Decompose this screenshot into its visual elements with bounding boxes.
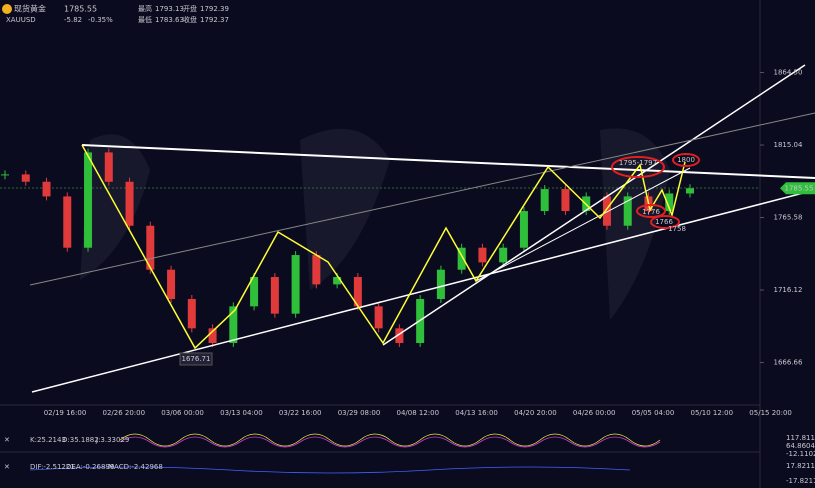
- candle: [374, 306, 383, 329]
- candle: [436, 269, 445, 300]
- annotation: 1800: [677, 156, 695, 164]
- candle: [333, 277, 342, 285]
- candle: [561, 189, 570, 212]
- candle: [208, 328, 217, 343]
- close: 1792.37: [200, 16, 229, 24]
- candle: [229, 306, 238, 343]
- x-tick-label: 03/29 08:00: [338, 409, 381, 417]
- y-tick-label: 1716.12: [774, 286, 803, 294]
- kdj-k: K:25.2143: [30, 436, 66, 444]
- candle: [686, 188, 694, 194]
- open: 1792.39: [200, 5, 229, 13]
- kdj-j: J:3.33029: [95, 436, 129, 444]
- x-tick-label: 03/13 04:00: [220, 409, 263, 417]
- x-tick-label: 04/20 20:00: [514, 409, 557, 417]
- change: -5.82: [64, 16, 82, 24]
- high: 1793.13: [155, 5, 184, 13]
- x-tick-label: 05/05 04:00: [632, 409, 675, 417]
- label: 最高: [138, 4, 152, 13]
- change-pct: -0.35%: [88, 16, 113, 24]
- x-tick-label: 04/26 00:00: [573, 409, 616, 417]
- annotation: 1795-1797: [619, 159, 657, 167]
- candle: [84, 152, 93, 248]
- candle: [42, 181, 51, 197]
- candle: [167, 269, 176, 300]
- candle: [125, 181, 134, 226]
- y-tick-label: 1765.58: [774, 214, 803, 222]
- y-tick-label: 1815.04: [774, 141, 803, 149]
- label: 最低: [138, 15, 152, 24]
- annotation: 1766: [655, 218, 673, 226]
- candle: [519, 211, 528, 248]
- candle: [312, 255, 321, 285]
- macd-value: MACD:-2.42968: [108, 463, 163, 471]
- x-tick-label: 02/26 20:00: [103, 409, 146, 417]
- low: 1783.63: [155, 16, 184, 24]
- header: 现货黄金 XAUUSD 1785.55 -5.82 -0.35% 最高 1793…: [2, 4, 229, 24]
- icon[interactable]: ✕: [4, 463, 10, 471]
- x-tick-label: 03/22 16:00: [279, 409, 322, 417]
- candle: [540, 189, 549, 212]
- macd-dif: DIF:-2.51221: [30, 463, 75, 471]
- x-tick-label: 05/15 20:00: [749, 409, 792, 417]
- y-tick-label: 1864.50: [774, 69, 803, 77]
- macd-dea: DEA:-0.26899: [66, 463, 114, 471]
- candle: [602, 196, 611, 226]
- candle: [1, 174, 9, 176]
- price-tag-label: 1785.55: [785, 184, 814, 192]
- axis-label: 117.811: [786, 434, 815, 442]
- candle: [21, 174, 30, 182]
- candle: [104, 152, 113, 182]
- symbol: XAUUSD: [6, 16, 36, 24]
- indicator-panels: ✕ ✕ K:25.2143 D:35.1882 J:3.33029 DIF:-2…: [0, 433, 815, 485]
- x-tick-label: 05/10 12:00: [691, 409, 734, 417]
- candle: [499, 247, 508, 263]
- x-tick-label: 04/13 16:00: [455, 409, 498, 417]
- candle: [63, 196, 72, 248]
- x-tick-label: 04/08 12:00: [397, 409, 440, 417]
- candle: [457, 247, 466, 270]
- annotation-labels: 1676.71 1795-1797 1800 1776 1766 1758: [179, 156, 695, 366]
- x-tick-label: 03/06 00:00: [161, 409, 204, 417]
- candle: [665, 193, 674, 212]
- candle: [478, 247, 487, 263]
- label: 开盘: [183, 4, 197, 13]
- candle: [146, 225, 155, 270]
- instrument-name[interactable]: 现货黄金: [14, 4, 46, 14]
- candle: [353, 277, 362, 307]
- annotation: 1776: [642, 208, 660, 216]
- annotation: 1676.71: [182, 355, 211, 363]
- candle: [187, 299, 196, 329]
- price: 1785.55: [64, 5, 97, 14]
- icon[interactable]: ✕: [4, 436, 10, 444]
- annotation: 1758: [668, 225, 686, 233]
- y-tick-label: 1666.66: [774, 359, 803, 367]
- price-tag: [780, 182, 815, 195]
- candle: [623, 196, 632, 226]
- axis-label: -12.1102: [786, 450, 815, 458]
- candle: [250, 277, 259, 307]
- kdj-d: D:35.1882: [62, 436, 99, 444]
- label: 收盘: [183, 15, 197, 24]
- axis-label: 64.8604: [786, 442, 815, 450]
- candle: [291, 255, 300, 314]
- trend-lines: [29, 64, 815, 393]
- candle: [270, 277, 279, 314]
- candle: [395, 328, 404, 343]
- x-tick-label: 02/19 16:00: [44, 409, 87, 417]
